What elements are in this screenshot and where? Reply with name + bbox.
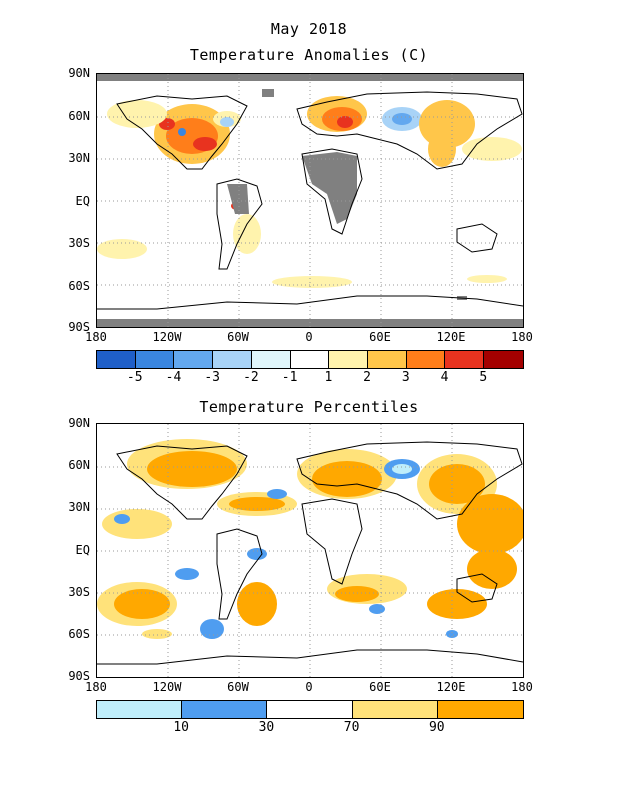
colorbar-label: 1 [324,370,333,385]
colorbar-swatch [406,351,446,368]
missing-band-north [97,74,523,81]
lat-label: 60S [68,279,90,293]
lon-label: 0 [305,680,313,694]
colorbar-label: 5 [479,370,488,385]
lat-label: 90S [68,669,90,683]
colorbar-label: 30 [258,720,275,735]
lat-label: 90N [68,66,90,80]
colorbar-label: -4 [165,370,182,385]
lon-label: 120W [152,330,182,344]
colorbar-swatch [267,701,353,718]
lat-label: EQ [75,194,90,208]
lat-label: 90N [68,416,90,430]
lat-label: EQ [75,543,90,557]
lon-label: 60W [227,330,249,344]
lat-label: 30S [68,236,90,250]
lat-label: 60N [68,109,90,123]
colorbar-swatch [445,351,485,368]
colorbar-label: 70 [343,720,360,735]
lon-label: 180 [85,680,107,694]
colorbar-label: -5 [126,370,143,385]
graticule [97,424,523,677]
colorbar-label: 4 [440,370,449,385]
colorbar-swatch [368,351,407,368]
colorbar-label: -2 [243,370,259,385]
colorbar-swatch [174,351,214,368]
colorbar-label: 90 [428,720,445,735]
percentile-patches [97,439,523,639]
lon-label: 120W [152,680,182,694]
anomaly-colorbar [96,350,524,369]
anomaly-map [96,73,524,328]
colorbar-swatch [97,701,183,718]
lon-label: 60E [369,330,391,344]
coastlines [97,91,523,310]
colorbar-swatch [484,351,523,368]
map-title-percentiles: Temperature Percentiles [199,398,419,416]
lon-label: 120E [436,680,466,694]
graticule [97,74,523,327]
lon-label: 180 [511,680,533,694]
lon-label: 120E [436,330,466,344]
lat-label: 60N [68,458,90,472]
lat-label: 30N [68,151,90,165]
map-title-anomalies: Temperature Anomalies (C) [189,46,429,64]
map-title-date: May 2018 [270,20,348,38]
lat-label: 30N [68,500,90,514]
colorbar-label: 10 [173,720,190,735]
colorbar-label: -1 [281,370,298,385]
colorbar-label: 3 [401,370,410,385]
lon-label: 60W [227,680,249,694]
colorbar-swatch [437,701,523,718]
percentile-colorbar [96,700,524,719]
anomaly-patches [97,96,522,288]
lon-label: 180 [511,330,533,344]
colorbar-swatch [251,351,291,368]
colorbar-swatch [329,351,369,368]
coastlines [97,441,523,665]
colorbar-swatch [352,701,438,718]
lat-label: 90S [68,320,90,334]
lat-label: 30S [68,585,90,599]
colorbar-label: -3 [204,370,220,385]
colorbar-label: 2 [363,370,371,385]
colorbar-swatch [97,351,136,368]
colorbar-swatch [135,351,175,368]
colorbar-swatch [213,351,252,368]
colorbar-swatch [182,701,268,718]
lon-label: 180 [85,330,107,344]
lon-label: 0 [305,330,313,344]
percentile-map [96,423,524,678]
colorbar-swatch [290,351,330,368]
lat-label: 60S [68,627,90,641]
lon-label: 60E [369,680,391,694]
